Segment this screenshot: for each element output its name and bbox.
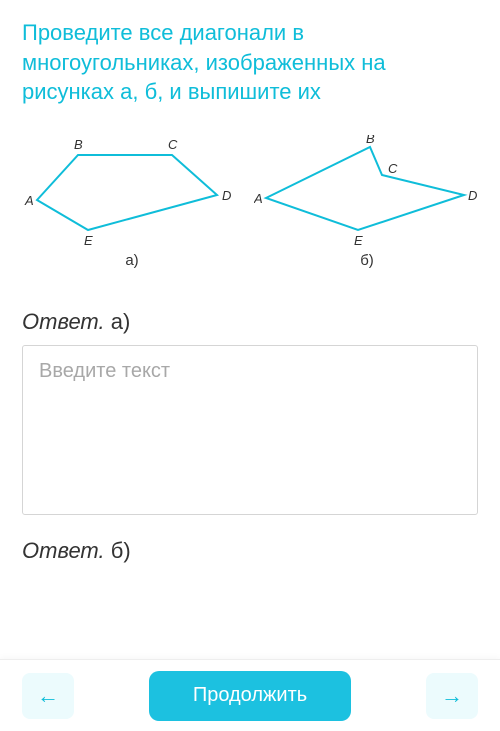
svg-text:C: C <box>388 161 398 176</box>
continue-button[interactable]: Продолжить <box>149 671 351 721</box>
svg-text:A: A <box>254 191 263 206</box>
svg-text:B: B <box>74 137 83 152</box>
question-text: Проведите все диагонали в многоугольника… <box>22 18 478 107</box>
svg-text:E: E <box>84 233 93 248</box>
answer-b-label: Ответ. б) <box>22 538 478 564</box>
svg-text:E: E <box>354 233 363 248</box>
figure-b-wrap: A B C D E б) <box>254 135 480 269</box>
svg-text:C: C <box>168 137 178 152</box>
figure-a: A B C D E <box>22 135 242 250</box>
prev-button[interactable]: ← <box>22 673 74 719</box>
svg-text:A: A <box>24 193 34 208</box>
arrow-right-icon: → <box>441 683 463 709</box>
svg-text:D: D <box>468 188 477 203</box>
figure-b-label: б) <box>360 252 374 269</box>
svg-text:B: B <box>366 135 375 146</box>
answer-b-prefix: Ответ. б) <box>22 538 131 563</box>
figure-a-label: а) <box>125 252 138 269</box>
figure-b: A B C D E <box>254 135 480 250</box>
content-area: Проведите все диагонали в многоугольника… <box>0 0 500 659</box>
svg-text:D: D <box>222 188 231 203</box>
answer-a-input[interactable] <box>22 345 478 515</box>
answer-a-label: Ответ. а) <box>22 309 478 335</box>
figures-row: A B C D E а) A B C D E б) <box>22 135 478 269</box>
figure-a-wrap: A B C D E а) <box>22 135 242 269</box>
answer-a-prefix: Ответ. а) <box>22 309 130 334</box>
bottom-nav-bar: ← Продолжить → <box>0 659 500 731</box>
next-button[interactable]: → <box>426 673 478 719</box>
arrow-left-icon: ← <box>37 683 59 709</box>
